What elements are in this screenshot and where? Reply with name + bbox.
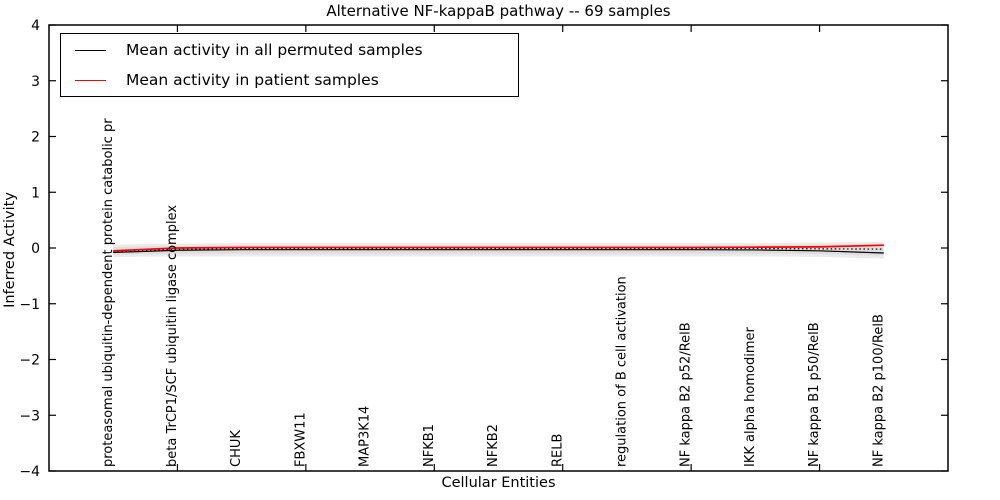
- y-tick-label: −3: [19, 408, 40, 424]
- x-axis-label: Cellular Entities: [441, 475, 556, 491]
- x-category-label: beta TrCP1/SCF ubiquitin ligase complex: [165, 205, 180, 467]
- y-tick-label: −2: [19, 353, 40, 369]
- x-category-label: NF kappa B2 p52/RelB: [679, 322, 694, 467]
- y-tick-label: 1: [31, 185, 40, 201]
- series-line: [113, 247, 884, 253]
- x-category-label: regulation of B cell activation: [615, 276, 630, 467]
- legend-entry: Mean activity in patient samples: [75, 66, 518, 95]
- y-tick-label: 3: [31, 74, 40, 90]
- legend-entry: Mean activity in all permuted samples: [75, 36, 518, 65]
- legend-line-sample-patient-icon: [75, 79, 106, 81]
- x-category-label: IKK alpha homodimer: [743, 326, 758, 467]
- x-category-label: NF kappa B2 p100/RelB: [871, 314, 886, 467]
- x-category-label: RELB: [550, 434, 565, 467]
- x-category-label: CHUK: [229, 430, 244, 467]
- x-category-label: proteasomal ubiquitin-dependent protein …: [101, 118, 116, 467]
- legend-label: Mean activity in all permuted samples: [126, 41, 423, 59]
- x-category-label: NFKB2: [486, 424, 501, 467]
- legend: Mean activity in all permuted samples Me…: [60, 33, 519, 97]
- y-tick-label: −4: [19, 464, 40, 480]
- series-line: [113, 249, 884, 254]
- series-line: [113, 244, 884, 252]
- y-tick-label: 2: [31, 130, 40, 146]
- legend-line-sample-permuted-icon: [75, 49, 106, 51]
- x-category-label: MAP3K14: [358, 406, 373, 467]
- x-category-label: FBXW11: [293, 412, 308, 467]
- y-tick-label: 0: [31, 241, 40, 257]
- y-tick-label: −1: [19, 297, 40, 313]
- x-category-label: NFKB1: [422, 424, 437, 467]
- chart-title: Alternative NF-kappaB pathway -- 69 samp…: [326, 2, 671, 20]
- x-category-label: NF kappa B1 p50/RelB: [807, 322, 822, 467]
- legend-label: Mean activity in patient samples: [126, 71, 379, 89]
- y-tick-label: 4: [31, 18, 40, 34]
